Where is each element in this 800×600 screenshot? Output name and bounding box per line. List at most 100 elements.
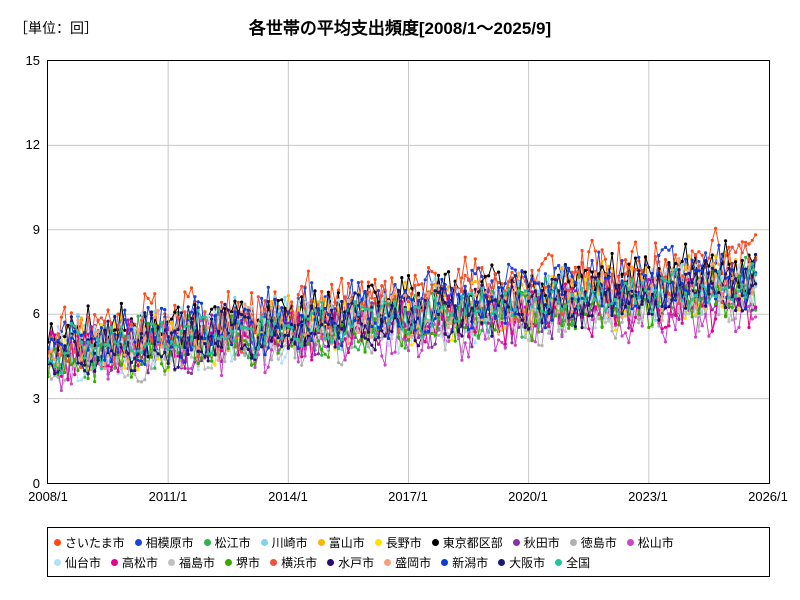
series-point: [253, 357, 257, 361]
series-point: [220, 335, 224, 339]
series-point: [670, 272, 674, 276]
legend-item-9[interactable]: 松山市: [626, 534, 674, 551]
series-point: [386, 299, 391, 303]
series-point: [303, 315, 307, 319]
legend-item-12[interactable]: 福島市: [168, 554, 215, 571]
series-point: [233, 295, 237, 299]
series-point: [96, 337, 100, 341]
series-point: [497, 270, 501, 274]
series-point: [530, 304, 534, 309]
series-point: [400, 276, 404, 280]
series-point: [633, 304, 638, 308]
series-point: [183, 290, 187, 294]
series-point: [550, 274, 554, 278]
series-point: [523, 289, 527, 293]
series-point: [734, 277, 738, 281]
series-point: [400, 327, 404, 331]
series-point: [243, 307, 247, 311]
series-point: [730, 245, 734, 249]
series-point: [230, 310, 234, 314]
series-point: [196, 308, 200, 312]
series-point: [600, 265, 604, 269]
legend-item-8[interactable]: 徳島市: [569, 534, 617, 551]
series-point: [366, 290, 370, 294]
y-tick-0: 0: [32, 476, 40, 491]
series-point: [270, 306, 274, 310]
series-point: [186, 305, 190, 309]
series-point: [203, 310, 207, 314]
series-point: [633, 240, 638, 244]
series-point: [283, 306, 287, 310]
series-point: [296, 323, 300, 327]
series-point: [343, 313, 347, 317]
series-point: [173, 310, 177, 314]
legend-item-19[interactable]: 全国: [555, 554, 590, 571]
series-point: [49, 330, 53, 334]
legend-item-4[interactable]: 富山市: [317, 534, 365, 551]
series-point: [707, 264, 711, 268]
series-point: [537, 295, 541, 299]
series-point: [83, 363, 87, 367]
series-point: [533, 324, 537, 328]
series-point: [330, 282, 334, 286]
series-point: [246, 308, 250, 312]
series-point: [740, 240, 744, 244]
legend-item-14[interactable]: 横浜市: [270, 554, 317, 571]
series-point: [323, 320, 327, 324]
series-point: [220, 349, 224, 353]
series-point: [303, 333, 307, 337]
series-point: [707, 292, 711, 296]
legend-item-6[interactable]: 東京都区部: [431, 534, 503, 551]
series-point: [547, 312, 551, 316]
series-point: [433, 296, 437, 300]
legend-item-18[interactable]: 大阪市: [498, 554, 545, 571]
series-point: [547, 304, 551, 309]
series-point: [443, 309, 447, 313]
series-point: [143, 336, 147, 340]
series-point: [647, 287, 651, 291]
series-point: [653, 276, 658, 280]
series-point: [320, 300, 324, 304]
legend-item-7[interactable]: 秋田市: [512, 534, 560, 551]
legend-item-17[interactable]: 新潟市: [441, 554, 488, 571]
legend-item-16[interactable]: 盛岡市: [384, 554, 431, 571]
series-point: [413, 301, 417, 306]
series-point: [276, 298, 280, 303]
legend-item-10[interactable]: 仙台市: [54, 554, 101, 571]
series-point: [119, 301, 123, 306]
series-point: [113, 366, 117, 370]
series-point: [487, 283, 491, 287]
series-point: [270, 299, 274, 303]
legend-item-13[interactable]: 堺市: [225, 554, 260, 571]
series-point: [393, 316, 397, 320]
series-point: [470, 281, 474, 285]
legend-label: 福島市: [179, 555, 216, 570]
series-point: [480, 315, 484, 319]
legend-item-11[interactable]: 高松市: [111, 554, 158, 571]
series-point: [443, 301, 447, 305]
legend-item-2[interactable]: 松江市: [203, 534, 251, 551]
legend-item-0[interactable]: さいたま市: [54, 534, 125, 551]
legend-item-15[interactable]: 水戸市: [327, 554, 374, 571]
series-point: [296, 360, 300, 364]
series-point: [637, 313, 641, 317]
series-point: [230, 329, 234, 333]
series-point: [553, 266, 557, 270]
legend-item-5[interactable]: 長野市: [374, 534, 422, 551]
series-point: [149, 367, 154, 371]
series-point: [213, 314, 217, 318]
legend-item-1[interactable]: 相模原市: [134, 534, 194, 551]
series-point: [76, 313, 80, 317]
series-point: [213, 363, 217, 367]
series-point: [724, 286, 728, 290]
series-point: [570, 314, 574, 318]
series-point: [380, 284, 384, 288]
series-point: [730, 276, 734, 280]
series-point: [146, 305, 150, 310]
series-point: [286, 294, 290, 298]
series-point: [436, 290, 441, 294]
series-point: [657, 253, 661, 258]
series-point: [123, 366, 127, 370]
legend-item-3[interactable]: 川崎市: [260, 534, 308, 551]
series-point: [754, 305, 758, 309]
